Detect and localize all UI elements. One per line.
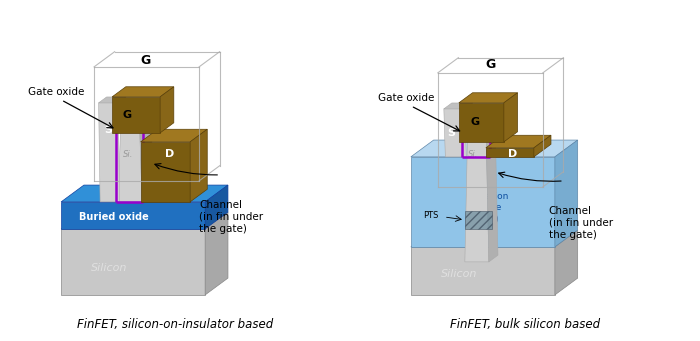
- Polygon shape: [411, 230, 578, 247]
- Polygon shape: [411, 157, 555, 247]
- Polygon shape: [190, 129, 207, 202]
- Polygon shape: [61, 185, 228, 202]
- Text: (in fin under: (in fin under: [549, 218, 613, 228]
- Text: FinFET, silicon-on-insulator based: FinFET, silicon-on-insulator based: [77, 318, 273, 331]
- Text: Gate oxide: Gate oxide: [28, 87, 85, 97]
- Polygon shape: [61, 229, 205, 295]
- Text: Silicon: Silicon: [441, 269, 477, 279]
- Polygon shape: [444, 103, 473, 109]
- Polygon shape: [444, 109, 466, 157]
- Polygon shape: [411, 247, 555, 295]
- Text: D: D: [508, 149, 517, 159]
- Polygon shape: [205, 212, 228, 295]
- Polygon shape: [61, 202, 205, 229]
- Text: G: G: [122, 110, 132, 120]
- Polygon shape: [99, 103, 120, 202]
- Polygon shape: [112, 87, 174, 97]
- Polygon shape: [486, 148, 534, 157]
- Polygon shape: [141, 129, 207, 142]
- Polygon shape: [121, 103, 150, 112]
- Polygon shape: [534, 135, 551, 157]
- Polygon shape: [465, 121, 489, 262]
- Text: Gate oxide: Gate oxide: [378, 93, 434, 103]
- Polygon shape: [112, 97, 160, 133]
- Polygon shape: [99, 97, 126, 103]
- Polygon shape: [458, 103, 504, 142]
- Polygon shape: [555, 140, 578, 247]
- Polygon shape: [486, 135, 551, 148]
- Text: the gate): the gate): [199, 224, 247, 234]
- Text: G: G: [471, 117, 480, 127]
- Text: Si.: Si.: [468, 150, 478, 159]
- Text: Silicon: Silicon: [91, 263, 127, 273]
- Text: G: G: [140, 54, 150, 67]
- Text: Isolation
Oxide
(STI): Isolation Oxide (STI): [470, 192, 508, 224]
- Polygon shape: [160, 87, 174, 133]
- Text: PTS: PTS: [423, 211, 438, 220]
- Text: D: D: [164, 149, 174, 159]
- Polygon shape: [468, 114, 495, 121]
- Polygon shape: [61, 212, 228, 229]
- Text: Si.: Si.: [122, 150, 133, 159]
- Polygon shape: [486, 114, 498, 262]
- Text: Channel: Channel: [549, 206, 592, 216]
- Bar: [465, 211, 492, 229]
- Polygon shape: [139, 103, 153, 202]
- Text: the gate): the gate): [549, 230, 596, 240]
- Text: S: S: [447, 128, 455, 138]
- Polygon shape: [141, 142, 190, 202]
- Text: S: S: [104, 125, 113, 135]
- Text: FinFET, bulk silicon based: FinFET, bulk silicon based: [450, 318, 600, 331]
- Polygon shape: [411, 140, 578, 157]
- Polygon shape: [504, 93, 517, 142]
- Polygon shape: [555, 230, 578, 295]
- Text: G: G: [485, 58, 496, 71]
- Polygon shape: [205, 185, 228, 229]
- Text: Buried oxide: Buried oxide: [79, 212, 149, 222]
- Polygon shape: [458, 93, 517, 103]
- Text: (in fin under: (in fin under: [199, 212, 263, 222]
- Polygon shape: [118, 112, 142, 202]
- Text: Channel: Channel: [199, 200, 242, 210]
